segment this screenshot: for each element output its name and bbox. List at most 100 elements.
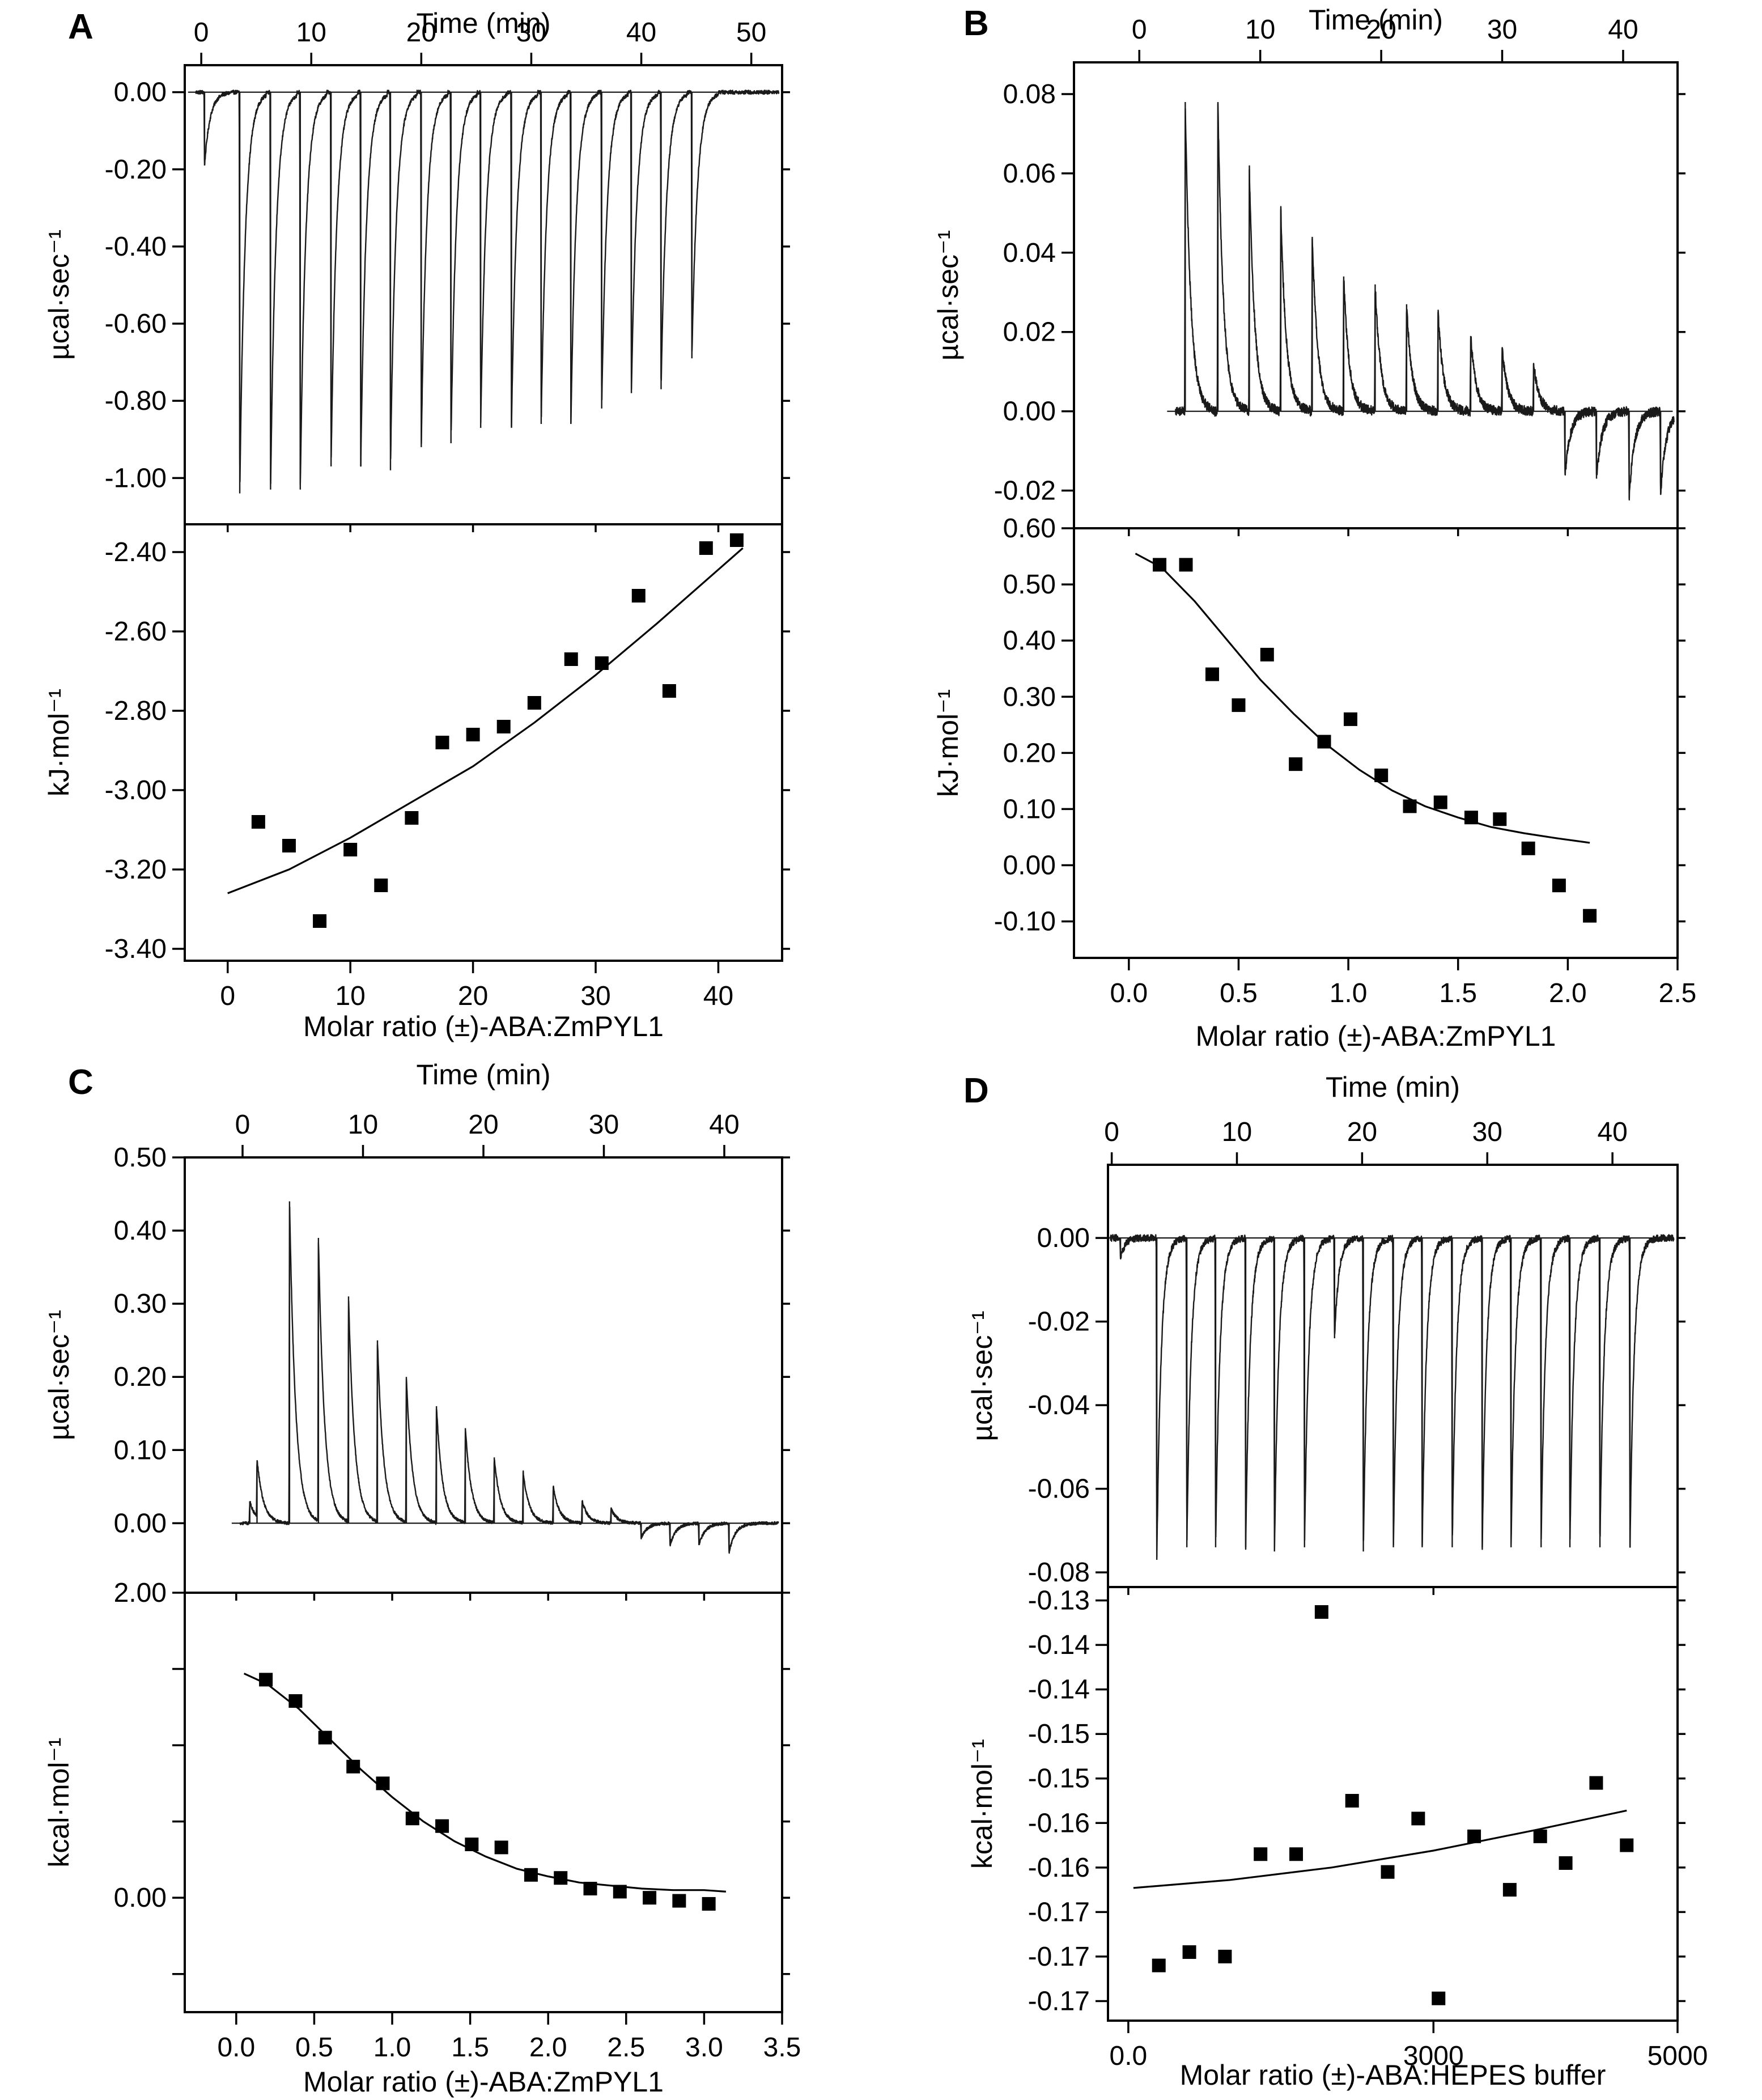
time-xtick-label: 30	[1487, 15, 1517, 45]
enthalpy-ytick-label: -0.16	[1028, 1808, 1090, 1838]
power-ytick-label: -0.40	[105, 232, 167, 262]
power-ylabel: µcal·sec⁻¹	[932, 230, 964, 360]
power-ytick-label: 0.00	[1003, 397, 1056, 427]
ratio-xlabel: Molar ratio (±)-ABA:ZmPYL1	[303, 2066, 664, 2098]
ratio-xtick-label: 3000	[1403, 2041, 1464, 2071]
enthalpy-ytick-label: 0.60	[1003, 514, 1056, 544]
power-ytick-label: -0.80	[105, 386, 167, 416]
time-xlabel: Time (min)	[416, 1059, 550, 1091]
time-xtick-label: 10	[348, 1110, 378, 1140]
time-xtick-label: 40	[709, 1110, 739, 1140]
data-point	[1433, 795, 1447, 809]
power-ytick-label: 0.06	[1003, 159, 1056, 189]
power-ytick-label: 0.00	[114, 1508, 167, 1538]
data-point	[1343, 712, 1357, 726]
enthalpy-ytick-label: -3.00	[105, 775, 167, 805]
power-ytick-label: 0.50	[114, 1143, 167, 1173]
enthalpy-ytick-label: -0.14	[1028, 1630, 1090, 1660]
power-ytick-label: -0.60	[105, 309, 167, 339]
ratio-xtick-label: 1.0	[373, 2033, 411, 2063]
thermogram-C: 0 10 20 30 40 Time (min) 0.50 0.40 0.30 0.20 0.10 0…	[43, 1059, 790, 1594]
data-point	[1521, 841, 1535, 855]
time-xtick-label: 20	[468, 1110, 498, 1140]
power-ytick-label: -1.00	[105, 463, 167, 493]
time-xtick-label: 40	[1608, 15, 1638, 45]
ratio-xtick-label: 0.5	[1220, 978, 1258, 1008]
power-ytick-label: -0.06	[1028, 1474, 1090, 1504]
data-point	[1464, 811, 1478, 825]
thermogram-D: 0 10 20 30 40 Time (min) 0.00 -0.02 -0.04 -0.06 -0…	[966, 1071, 1685, 1588]
data-point	[282, 839, 296, 852]
isotherm-D: 0.0 3000 5000 Molar ratio (±)-ABA:HEPES buf…	[966, 1586, 1708, 2091]
data-point	[1381, 1865, 1395, 1879]
enthalpy-ytick-label: -2.40	[105, 537, 167, 567]
power-ylabel: µcal·sec⁻¹	[43, 1310, 75, 1440]
data-point	[318, 1730, 332, 1745]
time-xtick-label: 10	[296, 18, 326, 48]
enthalpy-ylabel: kcal·mol⁻¹	[43, 1737, 75, 1867]
data-point	[1374, 768, 1389, 782]
data-point	[564, 652, 578, 666]
power-ytick-label: 0.00	[114, 78, 167, 108]
time-xtick-label: 10	[1245, 15, 1275, 45]
data-point	[435, 736, 449, 749]
thermogram-trace	[1110, 1233, 1675, 1558]
isotherm-frame	[184, 523, 783, 962]
thermogram-A: 0 10 20 30 40 50 Time (min) 0.00 -0.20 -0.40 -0.60…	[43, 7, 790, 525]
time-xtick-label: 30	[1472, 1117, 1502, 1147]
panel-C: C 0 10 20 30 40 Time (min) 0.50 0.40 0.30 0.20 0.10…	[43, 1059, 801, 2098]
thermogram-trace	[195, 90, 780, 486]
time-xtick-label: 20	[1366, 15, 1396, 45]
ratio-xtick-label: 2.5	[607, 2033, 645, 2063]
data-point	[1317, 735, 1331, 749]
panel-letter: A	[68, 7, 94, 46]
ratio-xtick-label: 0.0	[217, 2033, 255, 2063]
time-xtick-label: 40	[626, 18, 656, 48]
ratio-xlabel: Molar ratio (±)-ABA:ZmPYL1	[1196, 1020, 1556, 1052]
ratio-xtick-label: 2.5	[1659, 978, 1697, 1008]
enthalpy-ytick-label: 0.00	[114, 1883, 167, 1913]
data-point	[1205, 667, 1219, 681]
ratio-xtick-label: 0.0	[1110, 2041, 1148, 2071]
enthalpy-ytick-label: 2.00	[114, 1578, 167, 1608]
data-point	[494, 1840, 508, 1855]
data-point	[1232, 698, 1246, 712]
data-point	[313, 914, 327, 928]
data-point	[435, 1819, 449, 1833]
data-point	[1152, 1958, 1166, 1972]
time-xtick-label: 50	[736, 18, 766, 48]
ratio-xtick-label: 0.5	[295, 2033, 333, 2063]
data-point	[583, 1882, 597, 1896]
enthalpy-ytick-label: 0.10	[1003, 794, 1056, 824]
data-point	[405, 811, 419, 825]
ratio-xtick-label: 1.0	[1330, 978, 1368, 1008]
enthalpy-ytick-label: -0.13	[1028, 1586, 1090, 1616]
data-point	[1533, 1829, 1547, 1843]
enthalpy-ytick-label: 0.50	[1003, 570, 1056, 600]
time-xtick-label: 0	[194, 18, 209, 48]
data-point	[288, 1694, 303, 1708]
time-xtick-label: 20	[1347, 1117, 1377, 1147]
data-point	[699, 541, 713, 555]
enthalpy-ytick-label: -0.15	[1028, 1719, 1090, 1749]
thermogram-trace	[239, 1206, 779, 1554]
data-point	[405, 1811, 419, 1826]
data-point	[376, 1776, 390, 1791]
enthalpy-ylabel: kJ·mol⁻¹	[932, 689, 964, 797]
thermogram-B: 0 10 20 30 40 Time (min) 0.08 0.06 0.04 0.02 0.00 -…	[932, 4, 1685, 529]
data-point	[672, 1894, 686, 1908]
ratio-xtick-label: 1.5	[1439, 978, 1477, 1008]
enthalpy-ylabel: kJ·mol⁻¹	[43, 689, 75, 796]
ratio-xtick-label: 2.0	[1549, 978, 1587, 1008]
power-ytick-label: -0.08	[1028, 1558, 1090, 1588]
data-point	[702, 1897, 716, 1911]
data-point	[613, 1885, 627, 1899]
power-ytick-label: 0.02	[1003, 317, 1056, 347]
fit-curve	[227, 547, 744, 894]
enthalpy-ytick-label: -0.16	[1028, 1853, 1090, 1883]
enthalpy-ytick-label: -3.20	[105, 855, 167, 885]
ratio-xtick-label: 3.0	[685, 2033, 723, 2063]
